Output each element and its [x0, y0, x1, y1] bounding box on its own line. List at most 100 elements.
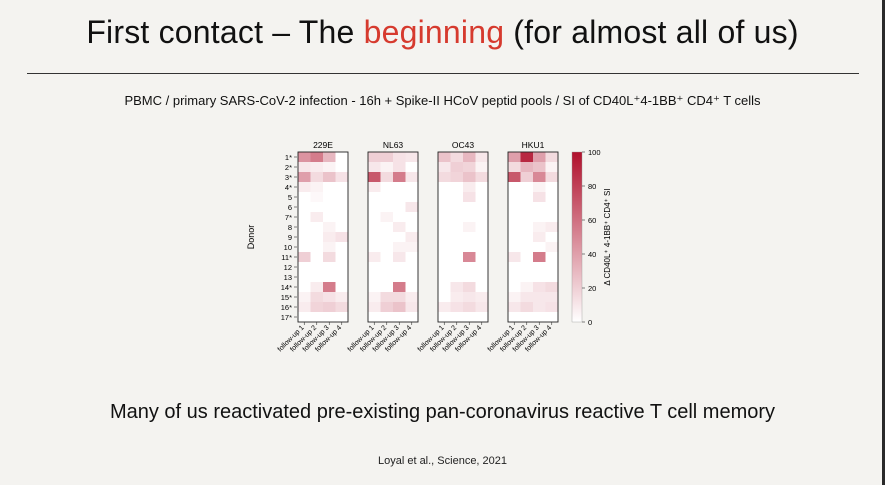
heatmap-cell-hku1-r15-c3	[533, 292, 546, 303]
row-label-14: 14*	[281, 283, 292, 292]
heatmap-cell-nl63-r2-c2	[380, 162, 394, 173]
heatmap-cell-oc43-r4-c4	[475, 182, 489, 193]
heatmap-cell-oc43-r8-c3	[463, 222, 476, 233]
heatmap-cell-hku1-r1-c2	[520, 152, 534, 163]
heatmap-cell-oc43-r10-c4	[475, 242, 489, 253]
heatmap-cell-nl63-r7-c4	[405, 212, 419, 223]
heatmap-cell-hku1-r15-c4	[545, 292, 559, 303]
heatmap-cell-hku1-r10-c1	[508, 242, 521, 253]
heatmap-cell-hku1-r17-c1	[508, 312, 521, 323]
heatmap-cell-229e-r5-c4	[335, 192, 349, 203]
heatmap-cell-229e-r3-c4	[335, 172, 349, 183]
heatmap-cell-hku1-r3-c3	[533, 172, 546, 183]
heatmap-cell-nl63-r11-c2	[380, 252, 394, 263]
heatmap-cell-229e-r2-c4	[335, 162, 349, 173]
heatmap-cell-229e-r16-c3	[323, 302, 336, 313]
heatmap-cell-nl63-r4-c2	[380, 182, 394, 193]
heatmap-cell-nl63-r17-c3	[393, 312, 406, 323]
heatmap-cell-hku1-r11-c1	[508, 252, 521, 263]
heatmap-cell-oc43-r13-c2	[450, 272, 464, 283]
heatmap-cell-nl63-r15-c2	[380, 292, 394, 303]
heatmap-cell-nl63-r13-c1	[368, 272, 381, 283]
heatmap-cell-229e-r13-c3	[323, 272, 336, 283]
heatmap-cell-hku1-r14-c2	[520, 282, 534, 293]
heatmap-cell-nl63-r15-c3	[393, 292, 406, 303]
heatmap-cell-229e-r15-c2	[310, 292, 324, 303]
heatmap-cell-oc43-r17-c2	[450, 312, 464, 323]
heatmap-cell-229e-r8-c2	[310, 222, 324, 233]
heatmap-cell-oc43-r8-c4	[475, 222, 489, 233]
heatmap-cell-nl63-r5-c2	[380, 192, 394, 203]
heatmap-cell-oc43-r7-c3	[463, 212, 476, 223]
heatmap-cell-hku1-r2-c4	[545, 162, 559, 173]
heatmap-cell-nl63-r1-c2	[380, 152, 394, 163]
heatmap-cell-229e-r7-c3	[323, 212, 336, 223]
heatmap-cell-oc43-r14-c3	[463, 282, 476, 293]
heatmap-cell-oc43-r3-c3	[463, 172, 476, 183]
heatmap-cell-229e-r17-c1	[298, 312, 311, 323]
panel-title-oc43: OC43	[452, 140, 474, 150]
colorbar-tick-label-80: 80	[588, 182, 596, 191]
heatmap-cell-229e-r3-c1	[298, 172, 311, 183]
row-label-3: 3*	[285, 173, 292, 182]
heatmap-cell-nl63-r12-c4	[405, 262, 419, 273]
heatmap-cell-oc43-r3-c1	[438, 172, 451, 183]
heatmap-cell-oc43-r16-c3	[463, 302, 476, 313]
heatmap-cell-hku1-r9-c1	[508, 232, 521, 243]
heatmap-cell-229e-r13-c2	[310, 272, 324, 283]
row-label-15: 15*	[281, 293, 292, 302]
heatmap-cell-229e-r5-c1	[298, 192, 311, 203]
heatmap-cell-hku1-r9-c3	[533, 232, 546, 243]
heatmap-cell-hku1-r2-c2	[520, 162, 534, 173]
heatmap-cell-nl63-r13-c4	[405, 272, 419, 283]
heatmap-cell-oc43-r7-c1	[438, 212, 451, 223]
heatmap-cell-229e-r12-c1	[298, 262, 311, 273]
colorbar-tick-label-0: 0	[588, 318, 592, 327]
colorbar	[571, 151, 583, 323]
heatmap-cell-oc43-r3-c2	[450, 172, 464, 183]
row-label-12: 12	[284, 263, 292, 272]
heatmap-cell-hku1-r11-c3	[533, 252, 546, 263]
y-axis-label: Donor	[246, 225, 256, 250]
heatmap-cell-229e-r16-c2	[310, 302, 324, 313]
heatmap-cell-hku1-r17-c4	[545, 312, 559, 323]
heatmap-cell-nl63-r2-c3	[393, 162, 406, 173]
heatmap-cell-hku1-r13-c1	[508, 272, 521, 283]
heatmap-chart: Donor 1*2*3*4*567*891011*121314*15*16*17*…	[246, 140, 612, 353]
heatmap-cell-229e-r17-c3	[323, 312, 336, 323]
heatmap-cell-oc43-r15-c4	[475, 292, 489, 303]
heatmap-cell-hku1-r10-c4	[545, 242, 559, 253]
heatmap-cell-229e-r12-c2	[310, 262, 324, 273]
heatmap-cell-nl63-r7-c2	[380, 212, 394, 223]
heatmap-cell-hku1-r6-c2	[520, 202, 534, 213]
heatmap-cell-oc43-r2-c2	[450, 162, 464, 173]
heatmap-cell-hku1-r14-c1	[508, 282, 521, 293]
heatmap-cell-hku1-r14-c3	[533, 282, 546, 293]
heatmap-cell-nl63-r5-c3	[393, 192, 406, 203]
heatmap-cell-hku1-r3-c2	[520, 172, 534, 183]
heatmap-cell-oc43-r6-c3	[463, 202, 476, 213]
heatmap-cell-229e-r12-c3	[323, 262, 336, 273]
heatmap-cell-nl63-r12-c1	[368, 262, 381, 273]
heatmap-cell-229e-r3-c3	[323, 172, 336, 183]
panel-frame-229e	[297, 151, 349, 323]
heatmap-cell-hku1-r5-c3	[533, 192, 546, 203]
heatmap-cell-nl63-r17-c4	[405, 312, 419, 323]
title-divider	[27, 73, 859, 74]
heatmap-cell-hku1-r12-c3	[533, 262, 546, 273]
heatmap-cell-nl63-r4-c4	[405, 182, 419, 193]
heatmap-cell-oc43-r5-c4	[475, 192, 489, 203]
heatmap-cell-229e-r1-c2	[310, 152, 324, 163]
heatmap-cell-oc43-r12-c4	[475, 262, 489, 273]
heatmap-cell-229e-r4-c1	[298, 182, 311, 193]
heatmap-cell-229e-r4-c4	[335, 182, 349, 193]
heatmap-cell-oc43-r6-c2	[450, 202, 464, 213]
heatmap-cell-hku1-r8-c2	[520, 222, 534, 233]
heatmap-cell-nl63-r8-c4	[405, 222, 419, 233]
heatmap-cell-229e-r5-c2	[310, 192, 324, 203]
heatmap-cell-nl63-r7-c1	[368, 212, 381, 223]
heatmap-cell-hku1-r8-c3	[533, 222, 546, 233]
heatmap-cell-hku1-r6-c4	[545, 202, 559, 213]
heatmap-cell-nl63-r6-c3	[393, 202, 406, 213]
heatmap-cell-nl63-r11-c4	[405, 252, 419, 263]
